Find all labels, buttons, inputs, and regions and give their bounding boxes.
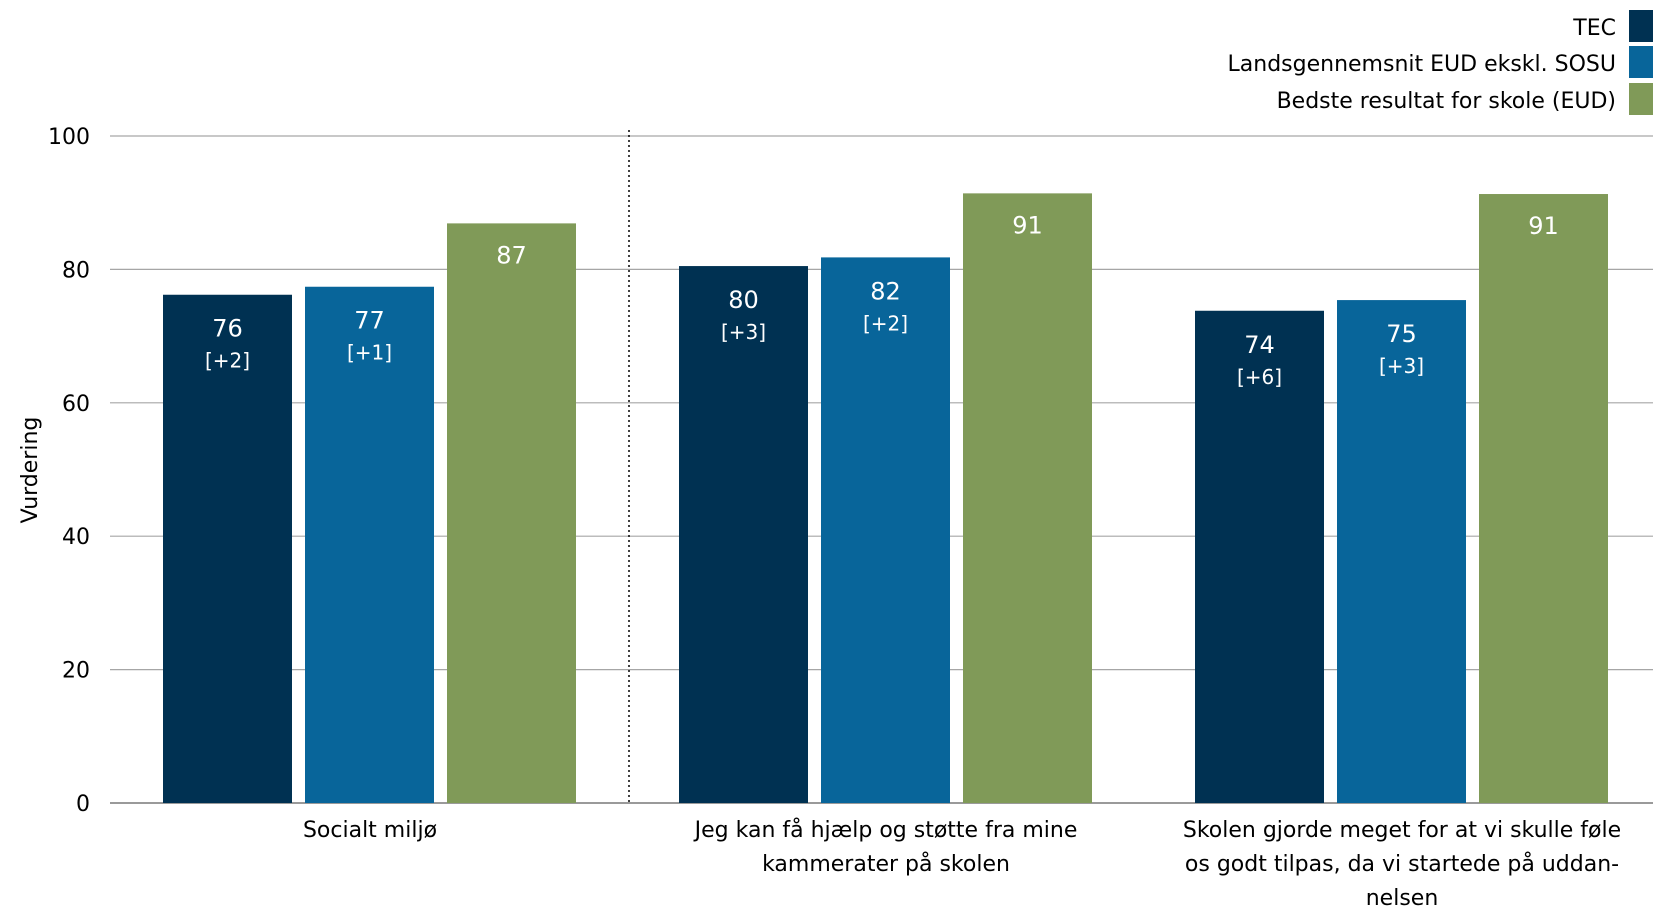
y-tick-label: 80 — [62, 258, 90, 283]
delta-label: [+6] — [1237, 365, 1282, 389]
category-labels: Socialt miljø Jeg kan få hjælp og støtte … — [303, 817, 1621, 910]
data-label: 75 — [1386, 320, 1417, 348]
legend-label: TEC — [1572, 16, 1616, 41]
data-label: 87 — [496, 241, 527, 269]
delta-label: [+3] — [721, 320, 766, 344]
x-category-label: nelsen — [1366, 886, 1439, 910]
y-tick-label: 100 — [48, 125, 90, 150]
y-tick-label: 60 — [62, 392, 90, 417]
y-axis-ticks: 0 20 40 60 80 100 — [48, 125, 90, 817]
delta-label: [+1] — [347, 341, 392, 365]
bar-group: 74 [+6] — [1195, 310, 1324, 803]
x-category-label: Skolen gjorde meget for at vi skulle føl… — [1183, 818, 1621, 843]
data-label: 91 — [1528, 212, 1559, 240]
bar-group: 75 [+3] — [1337, 300, 1466, 803]
data-label: 80 — [728, 286, 759, 314]
x-category-label: os godt tilpas, da vi startede på uddan- — [1185, 851, 1619, 877]
data-label: 77 — [354, 307, 385, 335]
bar — [679, 266, 808, 803]
x-category-label: Socialt miljø — [303, 818, 437, 843]
bar-group: 76 [+2] — [163, 294, 292, 803]
legend: TEC Landsgennemsnit EUD ekskl. SOSU Bedste… — [1228, 10, 1653, 115]
y-tick-label: 40 — [62, 525, 90, 550]
bar — [447, 223, 576, 803]
x-category-label: Jeg kan få hjælp og støtte fra mine — [693, 817, 1078, 843]
bar-group: 77 [+1] — [305, 286, 434, 803]
bar-group: 91 — [963, 193, 1092, 803]
legend-item: Bedste resultat for skole (EUD) — [1277, 83, 1653, 115]
delta-label: [+3] — [1379, 354, 1424, 378]
bar — [163, 294, 292, 803]
x-category-label: kammerater på skolen — [762, 851, 1010, 877]
bar — [305, 286, 434, 803]
legend-swatch — [1629, 46, 1653, 78]
legend-item: Landsgennemsnit EUD ekskl. SOSU — [1228, 46, 1653, 78]
bar — [1337, 300, 1466, 803]
y-tick-label: 20 — [62, 659, 90, 684]
bar — [963, 193, 1092, 803]
bar — [821, 257, 950, 803]
legend-label: Bedste resultat for skole (EUD) — [1277, 89, 1616, 114]
legend-swatch — [1629, 83, 1653, 115]
data-label: 91 — [1012, 211, 1043, 239]
bar-group: 80 [+3] — [679, 266, 808, 803]
data-label: 74 — [1244, 331, 1275, 359]
delta-label: [+2] — [863, 311, 908, 335]
data-label: 76 — [212, 315, 243, 343]
delta-label: [+2] — [205, 349, 250, 373]
data-label: 82 — [870, 277, 901, 305]
bar-group: 91 — [1479, 194, 1608, 804]
bar-group: 82 [+2] — [821, 257, 950, 803]
y-tick-label: 0 — [76, 792, 90, 817]
legend-label: Landsgennemsnit EUD ekskl. SOSU — [1228, 52, 1616, 77]
bars: 76 [+2] 80 [+3] 74 [+6] 77 [+1] 82 [+2] 75 [+3] 87 91… — [163, 193, 1608, 804]
bar-group: 87 — [447, 223, 576, 803]
bar — [1479, 194, 1608, 804]
y-axis-label: Vurdering — [18, 417, 43, 524]
legend-swatch — [1629, 10, 1653, 42]
legend-item: TEC — [1572, 10, 1653, 42]
bar — [1195, 310, 1324, 803]
